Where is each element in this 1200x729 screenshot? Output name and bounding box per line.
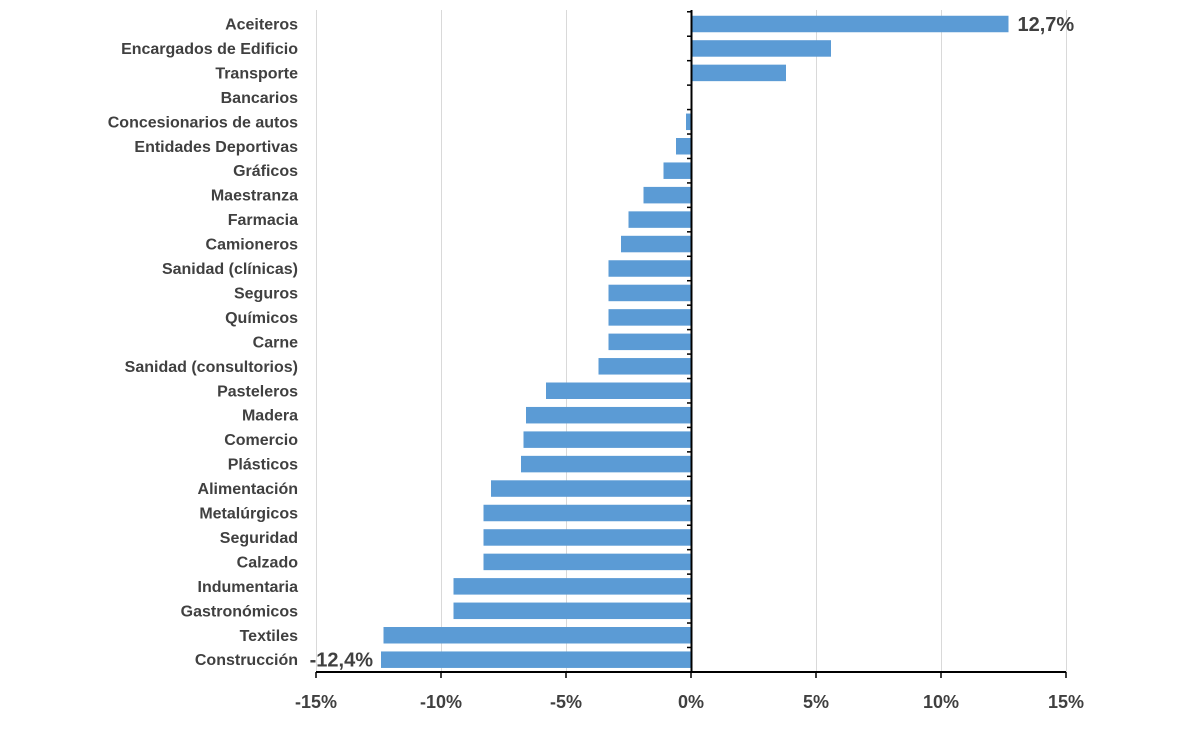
category-label: Sanidad (clínicas) <box>162 261 298 278</box>
data-label: -12,4% <box>310 650 374 672</box>
x-tick-labels: -15% -10% -5% 0% 5% 10% 15% <box>295 692 1084 712</box>
bar <box>383 627 691 644</box>
x-tick-label: -10% <box>420 692 462 712</box>
bar <box>691 15 1009 33</box>
category-label: Calzado <box>237 554 299 571</box>
category-label: Bancarios <box>221 90 298 107</box>
bar <box>483 504 691 522</box>
x-tick-label: -5% <box>550 692 582 712</box>
x-tick-label: -15% <box>295 692 337 712</box>
category-label: Alimentación <box>198 481 298 498</box>
category-label: Construcción <box>195 652 298 669</box>
category-label: Gráficos <box>233 163 298 180</box>
bar <box>526 406 691 424</box>
bar <box>521 455 691 473</box>
category-label: Transporte <box>215 65 298 82</box>
bar <box>453 578 691 595</box>
category-label: Seguridad <box>220 530 298 547</box>
category-label: Aceiteros <box>225 17 298 34</box>
data-label: 12,7% <box>1018 14 1075 36</box>
bar <box>643 186 691 204</box>
category-label: Pasteleros <box>217 383 298 400</box>
category-label: Entidades Deportivas <box>134 139 298 156</box>
category-label: Encargados de Edificio <box>121 41 298 58</box>
category-label: Indumentaria <box>198 579 299 596</box>
category-label: Camioneros <box>206 237 299 254</box>
bar <box>483 553 691 571</box>
category-label: Metalúrgicos <box>199 506 298 523</box>
bar <box>608 284 691 302</box>
bar <box>676 138 691 155</box>
category-label: Químicos <box>225 310 298 327</box>
x-tick-label: 5% <box>803 692 829 712</box>
category-labels: Aceiteros Encargados de Edificio Transport… <box>108 17 298 670</box>
category-label: Seguros <box>234 285 298 302</box>
axes <box>315 10 1067 678</box>
bar <box>598 358 691 375</box>
bar <box>621 235 691 253</box>
x-tick-label: 15% <box>1048 692 1084 712</box>
category-label: Madera <box>242 408 298 425</box>
bar <box>491 480 691 497</box>
bar <box>691 64 786 82</box>
data-labels: 12,7% -12,4% <box>310 14 1075 672</box>
category-label: Textiles <box>240 628 299 645</box>
bar <box>483 529 691 546</box>
bar <box>608 260 691 277</box>
gridlines <box>316 10 1067 672</box>
bar <box>628 211 691 228</box>
bar <box>663 162 691 179</box>
category-label: Concesionarios de autos <box>108 114 298 131</box>
bar <box>686 113 691 131</box>
bar <box>608 309 691 326</box>
bar <box>546 382 691 399</box>
category-label: Farmacia <box>228 212 298 229</box>
category-label: Gastronómicos <box>181 603 298 620</box>
bar <box>523 431 691 448</box>
category-label: Sanidad (consultorios) <box>125 359 298 376</box>
category-label: Maestranza <box>211 188 298 205</box>
x-tick-label: 10% <box>923 692 959 712</box>
bars <box>381 15 1009 668</box>
x-tick-label: 0% <box>678 692 704 712</box>
category-label: Comercio <box>224 432 298 449</box>
bar <box>691 40 831 57</box>
bar <box>608 333 691 351</box>
bar <box>381 651 691 668</box>
bar <box>453 602 691 620</box>
category-label: Carne <box>253 334 298 351</box>
category-label: Plásticos <box>228 457 298 474</box>
